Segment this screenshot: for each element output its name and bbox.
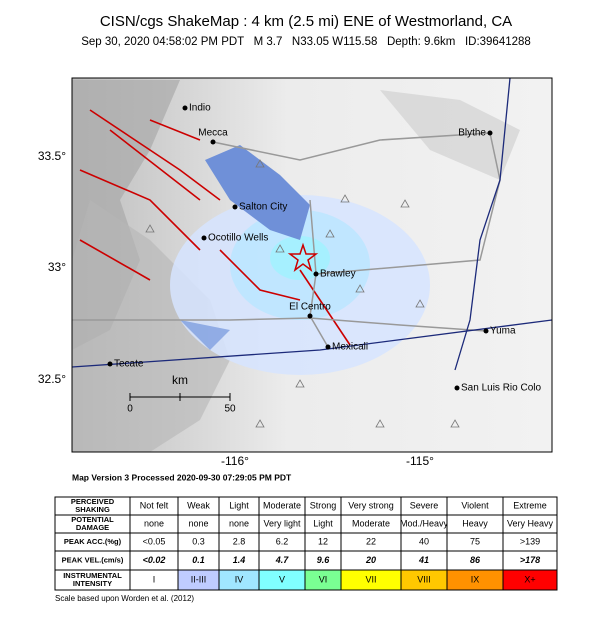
table-text: none (144, 518, 164, 528)
table-text: 41 (418, 555, 429, 565)
row-label: PEAK VEL.(cm/s) (62, 555, 124, 564)
lat-label: 32.5° (38, 372, 66, 386)
table-text: 20 (365, 555, 376, 565)
city-dot (487, 130, 493, 136)
city-dot (232, 204, 238, 210)
city-dot (454, 385, 460, 391)
scale-bar (129, 393, 231, 401)
table-text: I (153, 574, 156, 584)
table-text: 0.1 (192, 555, 205, 565)
city-label: El Centro (289, 302, 331, 313)
table-text: Mod./Heavy (400, 518, 449, 528)
table-text: IV (235, 574, 244, 584)
table-text: VIII (417, 574, 431, 584)
city-dot (182, 105, 188, 111)
table-text: 1.4 (233, 555, 246, 565)
row-label: INTENSITY (73, 579, 112, 588)
city-label: Tecate (114, 359, 144, 370)
table-text: Heavy (462, 518, 488, 528)
table-text: <0.05 (143, 536, 166, 546)
table-text: 86 (470, 555, 481, 565)
map-frame (71, 77, 553, 453)
title: CISN/cgs ShakeMap : 4 km (2.5 mi) ENE of… (100, 13, 512, 30)
table-text: Weak (187, 500, 210, 510)
row-label: DAMAGE (76, 523, 109, 532)
table-text: VI (319, 574, 328, 584)
row-label: PERCEIVED (71, 497, 115, 506)
scale-unit: km (172, 373, 188, 387)
row-label: INSTRUMENTAL (63, 571, 122, 580)
table-text: X+ (524, 574, 535, 584)
city-label: Indio (189, 103, 211, 114)
table-text: Light (313, 518, 333, 528)
city-label: Mecca (198, 128, 228, 139)
table-text: 0.3 (192, 536, 205, 546)
city-dot (201, 235, 207, 241)
city-label: San Luis Rio Colo (461, 383, 541, 394)
table-text: IX (471, 574, 480, 584)
table-text: >139 (520, 536, 540, 546)
city-dot (107, 361, 113, 367)
lon-label: -115° (406, 454, 434, 468)
table-text: <0.02 (143, 555, 166, 565)
table-text: Moderate (352, 518, 390, 528)
footnote: Scale based upon Worden et al. (2012) (55, 594, 194, 603)
table-text: none (229, 518, 249, 528)
city-dot (325, 344, 331, 350)
city-label: Brawley (320, 269, 356, 280)
map (72, 78, 552, 452)
city-label: Yuma (490, 326, 516, 337)
table-text: Very light (263, 518, 301, 528)
table-text: Moderate (263, 500, 301, 510)
table-text: VII (365, 574, 376, 584)
table-text: Light (229, 500, 249, 510)
city-dot (483, 328, 489, 334)
table-text: II-III (191, 574, 207, 584)
lat-label: 33° (48, 260, 66, 274)
table-text: Not felt (140, 500, 169, 510)
table-text: 40 (419, 536, 429, 546)
table-text: 6.2 (276, 536, 289, 546)
city-dot (313, 271, 319, 277)
row-label: PEAK ACC.(%g) (64, 537, 122, 546)
table-text: 2.8 (233, 536, 246, 546)
table-text: 22 (366, 536, 376, 546)
scale-label: 0 (127, 404, 133, 415)
table-text: Very Heavy (507, 518, 554, 528)
city-dot (307, 313, 313, 319)
table-text: 12 (318, 536, 328, 546)
city-label: Blythe (458, 128, 486, 139)
city-label: Mexicali (332, 342, 368, 353)
row-label: SHAKING (75, 505, 110, 514)
table-text: Severe (410, 500, 439, 510)
row-label: POTENTIAL (71, 515, 114, 524)
table-text: V (279, 574, 285, 584)
table-text: Violent (461, 500, 489, 510)
table-text: >178 (520, 555, 540, 565)
city-label: Salton City (239, 202, 287, 213)
lat-label: 33.5° (38, 149, 66, 163)
map-version: Map Version 3 Processed 2020-09-30 07:29… (72, 472, 292, 482)
lon-label: -116° (221, 454, 249, 468)
table-text: Strong (310, 500, 337, 510)
table-text: none (188, 518, 208, 528)
table-text: Extreme (513, 500, 547, 510)
table-text: 9.6 (317, 555, 331, 565)
table-text: Very strong (348, 500, 394, 510)
city-dot (210, 139, 216, 145)
city-label: Ocotillo Wells (208, 233, 268, 244)
table-cell (502, 569, 558, 591)
scale-label: 50 (224, 404, 236, 415)
table-text: 4.7 (275, 555, 290, 565)
table-text: 75 (470, 536, 480, 546)
subtitle: Sep 30, 2020 04:58:02 PM PDT M 3.7 N33.0… (81, 36, 531, 48)
